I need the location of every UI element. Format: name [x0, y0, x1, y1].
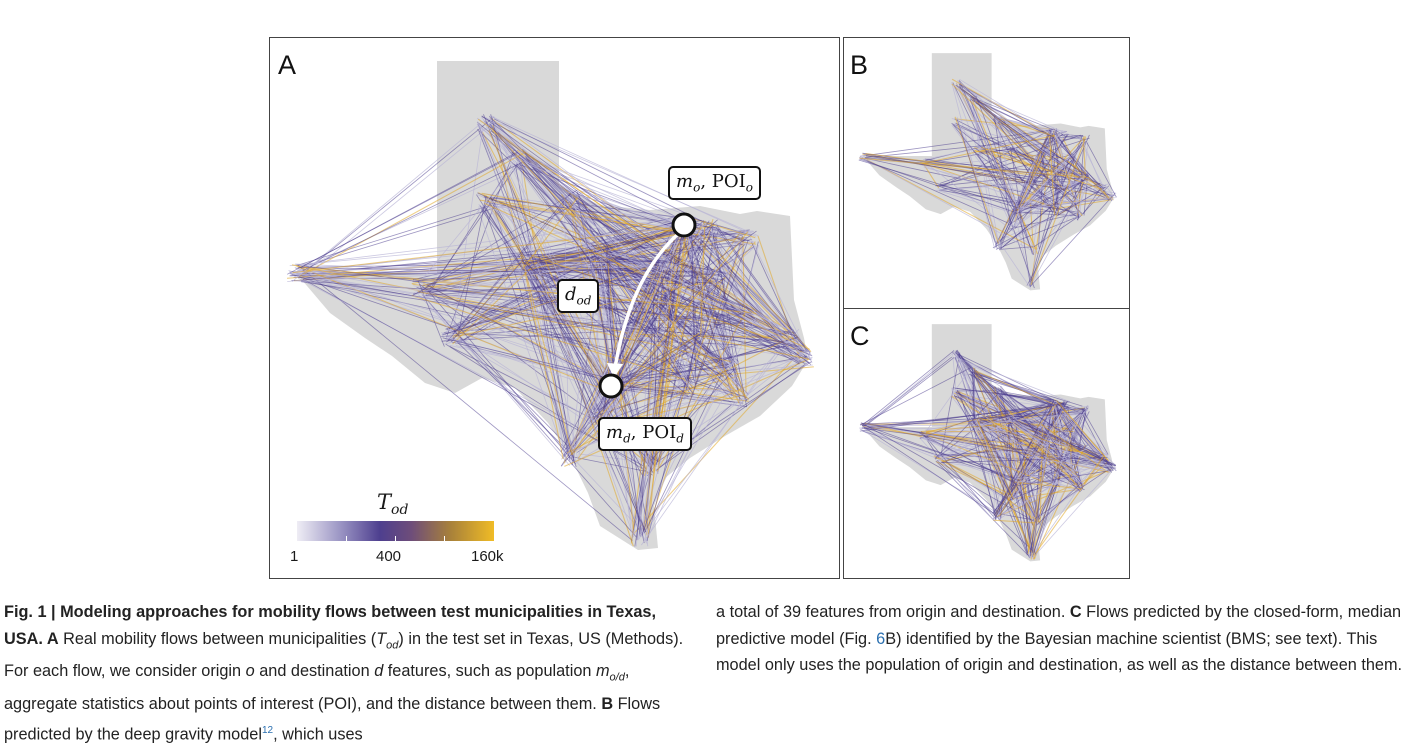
- colorbar-tick: [346, 536, 347, 541]
- texas-flow-map-a: [270, 38, 839, 578]
- destination-callout: md, POId: [598, 417, 692, 451]
- figure-caption-right: a total of 39 features from origin and d…: [716, 599, 1410, 679]
- texas-flow-map-c: [844, 309, 1129, 578]
- panel-c-label: C: [850, 321, 870, 352]
- figure-reference-link[interactable]: 6: [876, 630, 885, 648]
- panel-b-deep-gravity: B: [843, 37, 1130, 309]
- reference-link[interactable]: 12: [262, 725, 273, 736]
- panel-b-label: B: [850, 50, 868, 81]
- panel-c-bms-model: C: [843, 308, 1130, 579]
- panel-a-real-flows: A mo, POIo dod md, POId Tod 1 400 160k: [269, 37, 840, 579]
- legend-title: Tod: [377, 490, 408, 518]
- colorbar-tick: [395, 536, 396, 541]
- figure-caption-left: Fig. 1 | Modeling approaches for mobilit…: [4, 599, 694, 747]
- destination-node: [600, 375, 622, 397]
- colorbar-label-mid: 400: [376, 548, 401, 565]
- colorbar-label-min: 1: [290, 548, 298, 565]
- colorbar-label-max: 160k: [471, 548, 504, 565]
- panel-a-label: A: [278, 50, 296, 81]
- distance-callout: dod: [557, 279, 599, 313]
- origin-node: [673, 214, 695, 236]
- origin-callout: mo, POIo: [668, 166, 761, 200]
- colorbar-tick: [444, 536, 445, 541]
- texas-flow-map-b: [844, 38, 1129, 308]
